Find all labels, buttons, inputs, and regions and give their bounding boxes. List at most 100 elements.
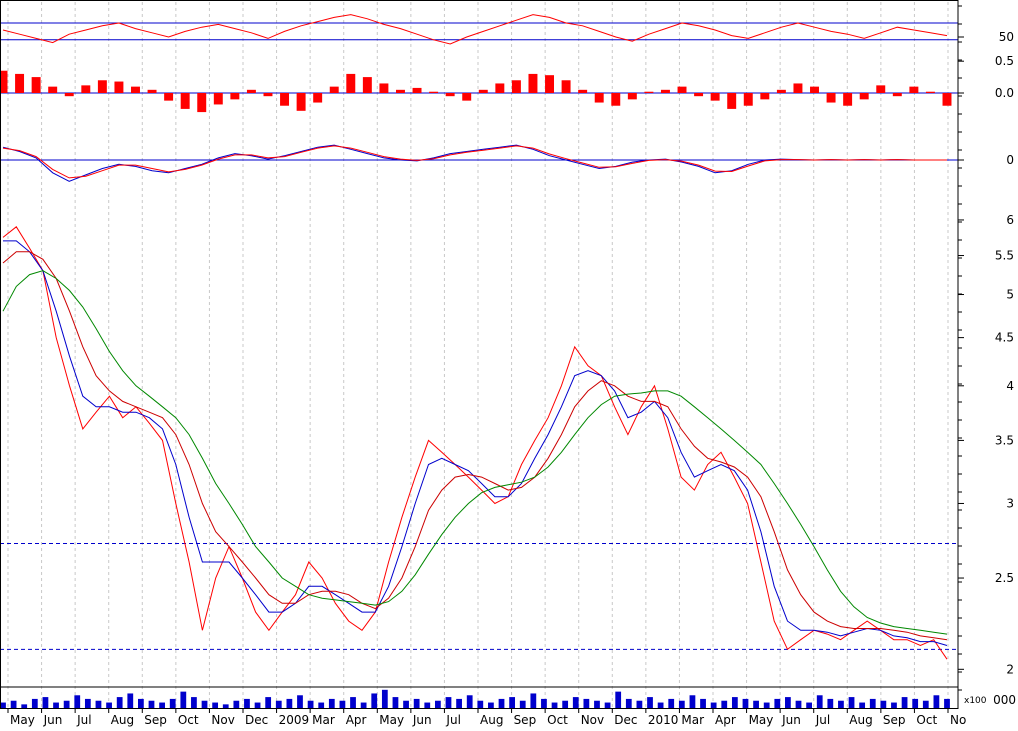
volume-bar [763,702,770,708]
histogram-bar [760,93,770,100]
volume-bar [95,700,102,708]
volume-bar [21,704,28,708]
volume-bar [328,698,335,708]
volume-bar [880,700,887,708]
histogram-bar [644,91,654,93]
histogram-bar [31,77,41,93]
price-tick-label: 3 [1006,496,1014,510]
volume-bar [551,702,558,708]
x-tick-label: Oct [916,713,937,727]
histogram-bar [296,93,306,111]
x-tick-label: Jul [445,713,460,727]
histogram-bar [147,89,157,93]
histogram-bar [545,75,555,93]
histogram-bar [611,93,621,106]
volume-bar [74,695,81,708]
histogram-bar [164,93,174,101]
histogram-bar [578,89,588,93]
volume-bar [297,695,303,708]
histogram-tick-label: 0.5 [995,54,1014,68]
volume-bar [307,700,314,708]
histogram-bar [15,73,25,93]
x-axis: May Jun Jul Aug Sep Oct Nov Dec 2009 Mar Apr May Jun… [7,709,966,727]
macd-series-line [2,145,947,179]
volume-bar [350,697,356,708]
histogram-bar [263,93,273,97]
volume-bar [562,700,569,708]
volume-bar [318,702,325,708]
volume-bar [795,700,802,708]
x-tick-label: Mar [312,713,335,727]
x-tick-label: No [950,713,966,727]
volume-bar [53,702,59,708]
histogram-bar [528,73,538,93]
volume-bar [519,700,526,708]
volume-bar [944,698,950,708]
histogram-bar [694,93,704,97]
volume-bar [572,697,579,708]
volume-bar [84,698,91,708]
x-tick-label: Dec [245,713,268,727]
histogram-bar [313,93,323,103]
histogram-bar [909,86,919,93]
histogram-bar [230,93,240,100]
volume-bar [774,698,781,708]
volume-bar [116,697,123,708]
volume-bar [392,697,399,708]
x-tick-label: 2010 [648,713,679,727]
x-tick-label: Jun [412,713,432,727]
x-tick-label: Jul [76,713,91,727]
histogram-bar [776,89,786,93]
volume-bar [201,700,208,708]
volume-bar [0,702,6,708]
x-tick-label: Nov [211,713,234,727]
histogram-bar [876,85,886,93]
volume-bar [477,700,484,708]
volume-bar [933,695,940,708]
x-tick-label: Nov [581,713,604,727]
volume-bar [403,700,409,708]
x-tick-label: Jun [781,713,801,727]
histogram-bar [81,85,91,93]
volume-bar [360,702,367,708]
volume-bar [265,697,272,708]
histogram-bar [412,87,422,93]
volume-unit-label: x100 [964,696,987,706]
volume-bar [541,698,547,708]
histogram-bar [180,93,190,109]
price-tick-label: 4.5 [995,331,1014,345]
volume-bar [710,702,717,708]
histogram-bar [329,86,339,93]
volume-bar [456,698,462,708]
volume-bar [169,698,176,708]
histogram-bar [594,93,604,103]
volume-bar [615,691,622,708]
price-series-line [2,270,948,635]
volume-bar [657,702,664,708]
x-tick-label: Mar [681,713,704,727]
x-tick-label: Aug [111,713,134,727]
volume-bar [848,697,855,708]
histogram-bar [727,93,737,109]
x-tick-label: Aug [849,713,872,727]
volume-bar [466,695,473,708]
volume-bar [689,695,696,708]
volume-bar [424,702,431,708]
volume-bar [785,697,791,708]
histogram-bar [627,93,637,100]
price-tick-label: 2.5 [995,571,1014,585]
x-tick-label: 2009 [279,713,310,727]
volume-bar [191,697,197,708]
volume-bar [869,698,876,708]
price-tick-label: 3.5 [995,433,1014,447]
price-panel [0,226,958,660]
histogram-bar [710,93,720,101]
volume-bar [806,702,812,708]
volume-bar [31,698,38,708]
x-tick-label: Sep [144,713,167,727]
price-series-line [2,226,948,660]
volume-bar [816,695,823,708]
volume-bar [488,702,494,708]
volume-bar [381,689,388,708]
